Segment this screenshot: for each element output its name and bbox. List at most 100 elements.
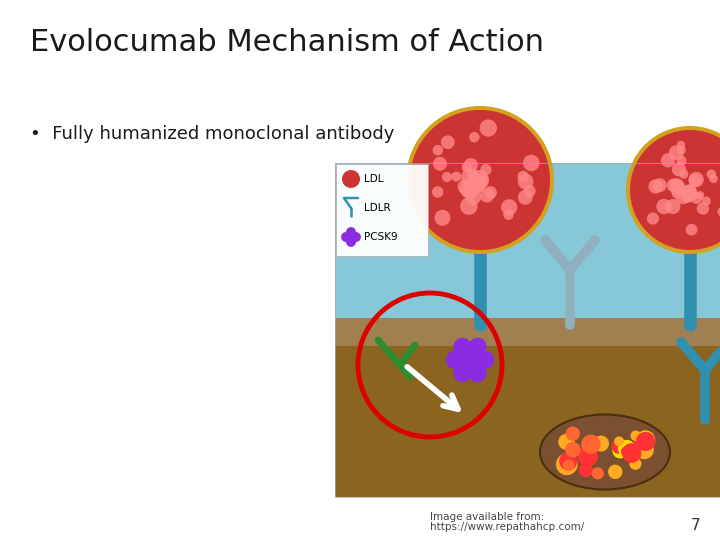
Circle shape bbox=[669, 145, 684, 160]
Circle shape bbox=[702, 197, 711, 206]
Circle shape bbox=[346, 237, 356, 247]
Circle shape bbox=[683, 192, 693, 202]
Bar bbox=[335, 318, 720, 346]
Circle shape bbox=[631, 430, 641, 441]
FancyBboxPatch shape bbox=[336, 164, 428, 256]
Circle shape bbox=[446, 351, 464, 369]
Circle shape bbox=[559, 452, 577, 470]
Text: PCSK9: PCSK9 bbox=[364, 232, 397, 242]
Circle shape bbox=[684, 188, 697, 201]
Circle shape bbox=[652, 178, 667, 192]
Circle shape bbox=[442, 172, 452, 182]
Bar bbox=[335, 163, 720, 497]
Circle shape bbox=[709, 174, 718, 183]
Circle shape bbox=[346, 227, 356, 237]
Circle shape bbox=[683, 192, 693, 202]
Circle shape bbox=[471, 170, 489, 188]
Circle shape bbox=[461, 168, 479, 186]
Circle shape bbox=[351, 232, 361, 242]
Text: 7: 7 bbox=[690, 518, 700, 533]
Circle shape bbox=[622, 443, 642, 463]
Circle shape bbox=[592, 467, 604, 480]
Circle shape bbox=[463, 185, 477, 199]
Circle shape bbox=[465, 189, 481, 205]
Text: LDL: LDL bbox=[364, 174, 384, 184]
Circle shape bbox=[611, 438, 627, 454]
Circle shape bbox=[501, 199, 517, 215]
Circle shape bbox=[461, 351, 479, 369]
Circle shape bbox=[503, 210, 513, 220]
Text: •  Fully humanized monoclonal antibody: • Fully humanized monoclonal antibody bbox=[30, 125, 395, 143]
Circle shape bbox=[566, 427, 580, 441]
Circle shape bbox=[467, 176, 481, 190]
Circle shape bbox=[697, 202, 709, 215]
Circle shape bbox=[593, 436, 609, 451]
Circle shape bbox=[470, 177, 486, 193]
Circle shape bbox=[690, 192, 702, 204]
Circle shape bbox=[477, 351, 495, 369]
Circle shape bbox=[518, 174, 534, 190]
Circle shape bbox=[685, 224, 698, 235]
Circle shape bbox=[565, 442, 581, 457]
Circle shape bbox=[474, 173, 489, 188]
Circle shape bbox=[636, 430, 655, 450]
Circle shape bbox=[682, 184, 697, 200]
Circle shape bbox=[661, 153, 675, 167]
Circle shape bbox=[467, 169, 478, 179]
Circle shape bbox=[696, 191, 704, 199]
Circle shape bbox=[480, 188, 494, 202]
Circle shape bbox=[518, 171, 528, 182]
Circle shape bbox=[667, 178, 680, 192]
Circle shape bbox=[432, 186, 444, 198]
Circle shape bbox=[633, 439, 644, 450]
Circle shape bbox=[342, 170, 360, 188]
Ellipse shape bbox=[540, 415, 670, 489]
Circle shape bbox=[688, 174, 701, 187]
Circle shape bbox=[718, 207, 720, 217]
Circle shape bbox=[558, 434, 575, 450]
Circle shape bbox=[630, 130, 720, 250]
Circle shape bbox=[469, 364, 487, 382]
Circle shape bbox=[679, 170, 688, 179]
Circle shape bbox=[467, 170, 479, 180]
Circle shape bbox=[618, 440, 636, 457]
Circle shape bbox=[451, 172, 462, 181]
Circle shape bbox=[523, 185, 536, 197]
Circle shape bbox=[670, 180, 685, 195]
Circle shape bbox=[480, 164, 492, 176]
Text: LDLR: LDLR bbox=[364, 203, 391, 213]
Circle shape bbox=[612, 443, 628, 458]
Circle shape bbox=[677, 140, 685, 149]
Circle shape bbox=[636, 431, 655, 451]
Circle shape bbox=[563, 460, 575, 471]
Circle shape bbox=[464, 158, 478, 172]
Circle shape bbox=[672, 186, 684, 199]
Text: Evolocumab Mechanism of Action: Evolocumab Mechanism of Action bbox=[30, 28, 544, 57]
Text: https://www.repathahcp.com/: https://www.repathahcp.com/ bbox=[430, 522, 584, 532]
Circle shape bbox=[688, 172, 704, 187]
Circle shape bbox=[433, 157, 447, 171]
Circle shape bbox=[608, 464, 622, 479]
Circle shape bbox=[458, 179, 472, 194]
Circle shape bbox=[579, 463, 593, 477]
Circle shape bbox=[460, 181, 477, 198]
Circle shape bbox=[469, 338, 487, 356]
Circle shape bbox=[406, 106, 554, 254]
Circle shape bbox=[518, 190, 533, 205]
Circle shape bbox=[434, 210, 451, 226]
Circle shape bbox=[467, 177, 485, 193]
Text: Image available from:: Image available from: bbox=[430, 512, 544, 522]
Circle shape bbox=[649, 179, 663, 194]
Circle shape bbox=[626, 126, 720, 254]
Circle shape bbox=[665, 199, 680, 214]
Circle shape bbox=[635, 440, 654, 459]
Circle shape bbox=[635, 433, 652, 450]
Circle shape bbox=[629, 458, 642, 470]
Circle shape bbox=[682, 185, 696, 199]
Circle shape bbox=[410, 110, 550, 250]
Circle shape bbox=[480, 119, 497, 137]
Circle shape bbox=[523, 154, 539, 171]
Circle shape bbox=[484, 186, 497, 199]
Circle shape bbox=[677, 156, 686, 166]
Circle shape bbox=[675, 190, 690, 204]
